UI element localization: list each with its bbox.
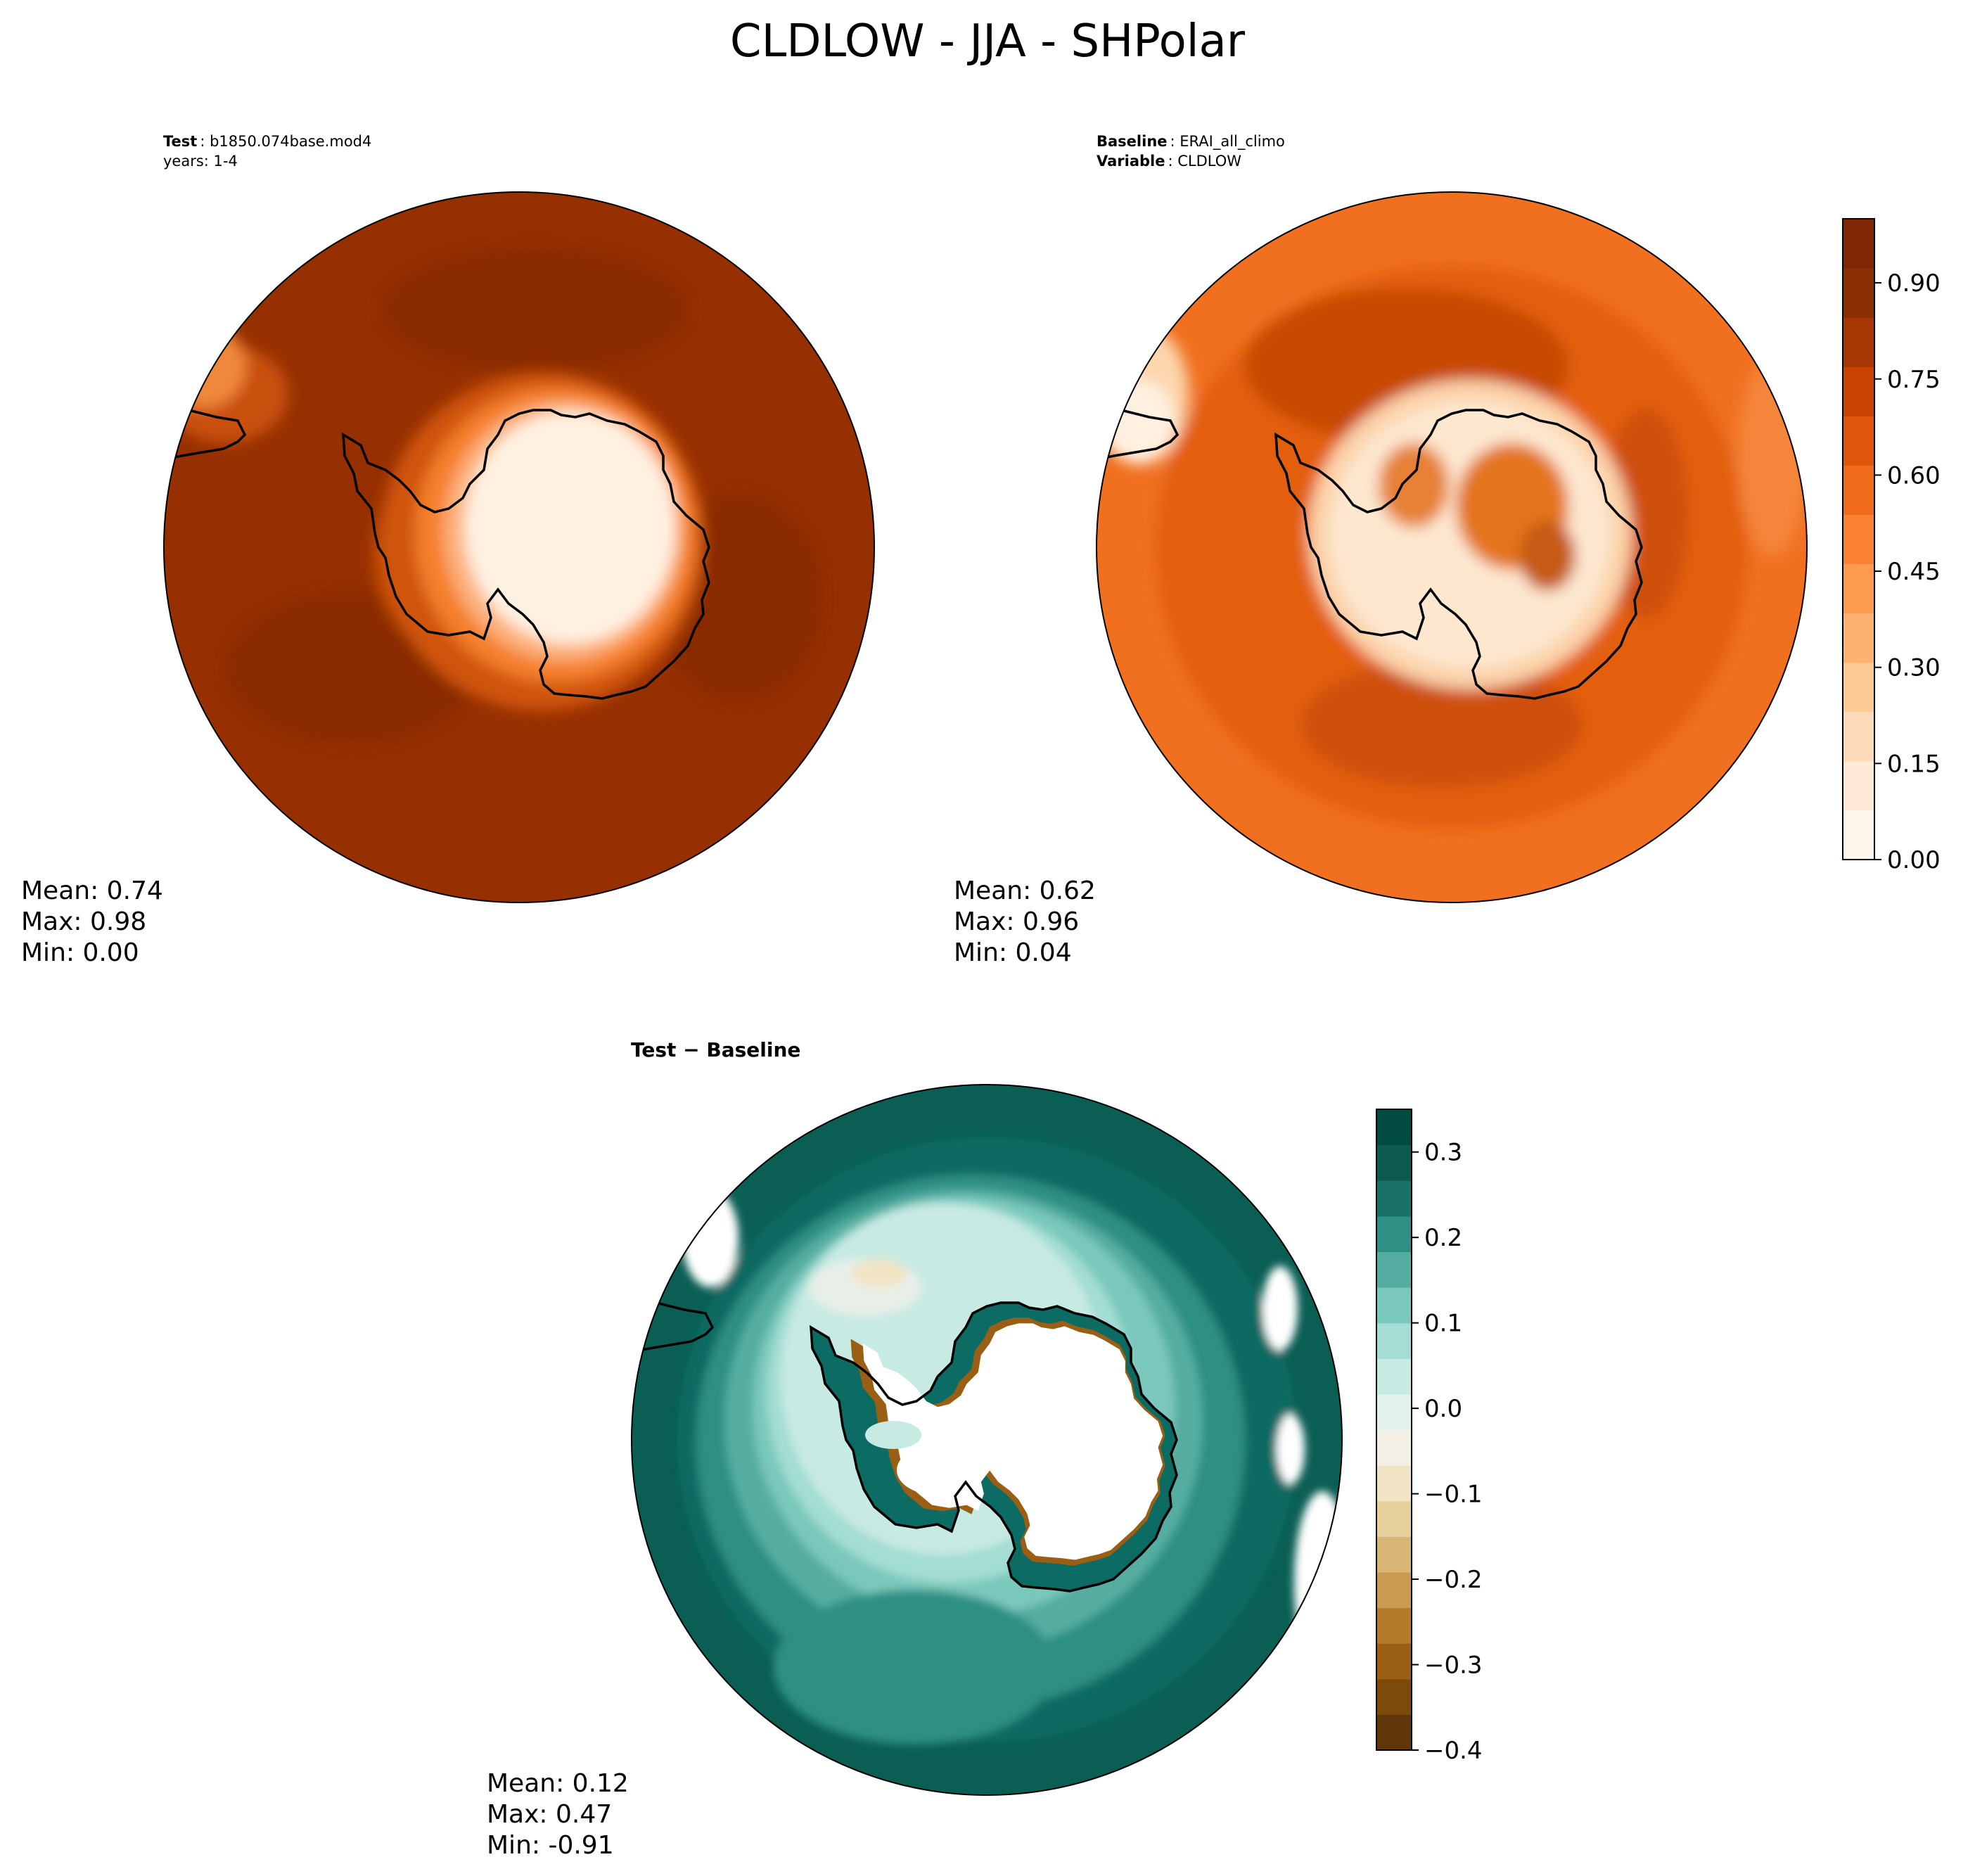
colorbar-swatch xyxy=(1376,1251,1412,1288)
colorbar-tick-label: 0.3 xyxy=(1424,1139,1462,1167)
colorbar-swatch xyxy=(1376,1714,1412,1751)
colorbar-tick-label: 0.2 xyxy=(1424,1224,1462,1252)
colorbar-swatch xyxy=(1376,1643,1412,1680)
colorbar-swatch xyxy=(1376,1109,1412,1146)
colorbar-tick-label: 0.00 xyxy=(1887,846,1941,874)
baseline-mean: Mean: 0.62 xyxy=(954,876,1096,905)
colorbar-frame xyxy=(1842,218,1875,860)
colorbar-swatch xyxy=(1843,465,1874,516)
colorbar-swatch xyxy=(1843,662,1874,713)
colorbar-swatch xyxy=(1843,219,1874,269)
baseline-panel: Baseline: ERAI_all_climo Variable: CLDLO… xyxy=(954,133,1808,967)
colorbar-swatch xyxy=(1376,1607,1412,1644)
colorbar-tick-label: −0.2 xyxy=(1424,1566,1483,1594)
test-map-frame xyxy=(163,191,875,903)
diff-min: Min: -0.91 xyxy=(487,1831,614,1860)
colorbar-tick-label: −0.4 xyxy=(1424,1737,1483,1765)
diff-map-frame xyxy=(631,1084,1343,1796)
diff-mean: Mean: 0.12 xyxy=(487,1769,629,1798)
diff-panel: Test − Baseline xyxy=(487,1038,1343,1860)
test-map xyxy=(164,192,874,902)
colorbar-tick-label: 0.45 xyxy=(1887,558,1941,586)
colorbar-swatch xyxy=(1376,1429,1412,1466)
colorbar-tick-label: 0.75 xyxy=(1887,366,1941,394)
colorbar-swatch xyxy=(1843,810,1874,860)
orange-colorbar: 0.00 0.15 0.30 0.45 0.60 0.75 0.90 xyxy=(1842,218,1941,874)
figure-title: CLDLOW - JJA - SHPolar xyxy=(730,15,1246,68)
colorbar-tick-label: −0.3 xyxy=(1424,1652,1483,1680)
baseline-map xyxy=(1097,192,1807,902)
colorbar-swatch xyxy=(1376,1465,1412,1502)
test-max: Max: 0.98 xyxy=(21,907,146,936)
colorbar-tick-label: 0.30 xyxy=(1887,654,1941,682)
test-panel: Test: b1850.074base.mod4 years: 1-4 Mean… xyxy=(21,133,875,967)
colorbar-tick-label: 0.0 xyxy=(1424,1395,1462,1423)
colorbar-swatch xyxy=(1843,416,1874,466)
colorbar-swatch xyxy=(1376,1144,1412,1181)
colorbar-swatch xyxy=(1843,563,1874,614)
colorbar-swatch xyxy=(1376,1393,1412,1431)
colorbar-swatch xyxy=(1376,1500,1412,1537)
baseline-max: Max: 0.96 xyxy=(954,907,1079,936)
diff-map xyxy=(632,1085,1342,1795)
colorbar-swatch xyxy=(1843,514,1874,565)
colorbar-swatch xyxy=(1843,613,1874,663)
colorbar-tick-label: 0.60 xyxy=(1887,461,1941,490)
test-mean: Mean: 0.74 xyxy=(21,876,163,905)
baseline-label: Baseline: ERAI_all_climo xyxy=(1097,133,1285,151)
colorbar-swatch xyxy=(1376,1322,1412,1359)
colorbar-swatch xyxy=(1843,760,1874,811)
colorbar-swatch xyxy=(1843,711,1874,762)
variable-label: Variable: CLDLOW xyxy=(1097,153,1241,170)
diff-label: Test − Baseline xyxy=(631,1038,800,1061)
colorbar-swatch xyxy=(1843,268,1874,318)
colorbar-tick-label: −0.1 xyxy=(1424,1481,1483,1509)
colorbar-tick-label: 0.15 xyxy=(1887,750,1941,778)
colorbar-swatch xyxy=(1376,1215,1412,1253)
colorbar-swatch xyxy=(1376,1358,1412,1395)
colorbar-swatch xyxy=(1843,366,1874,416)
test-years-label: years: 1-4 xyxy=(163,153,238,170)
test-label: Test: b1850.074base.mod4 xyxy=(163,133,371,150)
baseline-map-frame xyxy=(1096,191,1808,903)
colorbar-swatch xyxy=(1376,1180,1412,1217)
baseline-min: Min: 0.04 xyxy=(954,938,1072,967)
colorbar-tick-label: 0.90 xyxy=(1887,269,1941,298)
colorbar-swatch xyxy=(1376,1678,1412,1715)
colorbar-swatch xyxy=(1376,1571,1412,1609)
diff-max: Max: 0.47 xyxy=(487,1800,612,1829)
colorbar-tick-label: 0.1 xyxy=(1424,1310,1462,1338)
colorbar-swatch xyxy=(1376,1287,1412,1324)
colorbar-frame xyxy=(1376,1109,1412,1751)
colorbar-swatch xyxy=(1376,1536,1412,1573)
diverging-colorbar: −0.4 −0.3 −0.2 −0.1 0.0 0.1 0.2 0.3 xyxy=(1376,1109,1483,1765)
colorbar-swatch xyxy=(1843,317,1874,367)
test-min: Min: 0.00 xyxy=(21,938,139,967)
